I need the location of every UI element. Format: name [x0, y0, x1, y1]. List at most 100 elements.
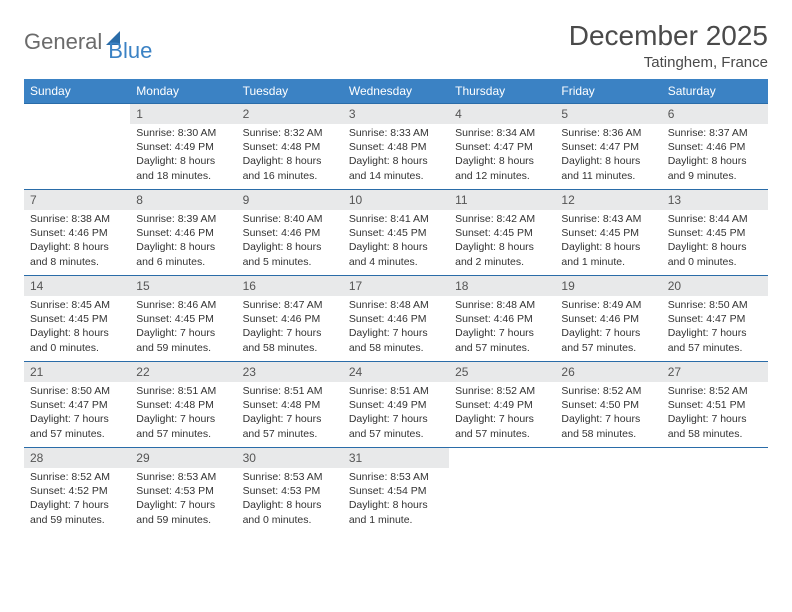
logo: General Blue: [24, 20, 152, 64]
calendar-day-cell: 2Sunrise: 8:32 AMSunset: 4:48 PMDaylight…: [237, 104, 343, 190]
day-number: 23: [237, 362, 343, 382]
day-info: Sunrise: 8:37 AMSunset: 4:46 PMDaylight:…: [662, 124, 768, 187]
logo-text-1: General: [24, 29, 102, 55]
weekday-header: Wednesday: [343, 79, 449, 104]
day-info: Sunrise: 8:53 AMSunset: 4:53 PMDaylight:…: [237, 468, 343, 531]
day-info: Sunrise: 8:50 AMSunset: 4:47 PMDaylight:…: [662, 296, 768, 359]
day-number: 2: [237, 104, 343, 124]
calendar-day-cell: 10Sunrise: 8:41 AMSunset: 4:45 PMDayligh…: [343, 190, 449, 276]
calendar-day-cell: 27Sunrise: 8:52 AMSunset: 4:51 PMDayligh…: [662, 362, 768, 448]
day-info: Sunrise: 8:52 AMSunset: 4:49 PMDaylight:…: [449, 382, 555, 445]
day-number: 14: [24, 276, 130, 296]
day-info: Sunrise: 8:52 AMSunset: 4:50 PMDaylight:…: [555, 382, 661, 445]
day-number: 9: [237, 190, 343, 210]
day-number: 6: [662, 104, 768, 124]
calendar-day-cell: 7Sunrise: 8:38 AMSunset: 4:46 PMDaylight…: [24, 190, 130, 276]
calendar-day-cell: 3Sunrise: 8:33 AMSunset: 4:48 PMDaylight…: [343, 104, 449, 190]
day-info: Sunrise: 8:51 AMSunset: 4:48 PMDaylight:…: [130, 382, 236, 445]
calendar-day-cell: [555, 448, 661, 534]
location-label: Tatinghem, France: [569, 54, 768, 71]
day-info: Sunrise: 8:43 AMSunset: 4:45 PMDaylight:…: [555, 210, 661, 273]
calendar-day-cell: 1Sunrise: 8:30 AMSunset: 4:49 PMDaylight…: [130, 104, 236, 190]
day-number: 8: [130, 190, 236, 210]
calendar-day-cell: 18Sunrise: 8:48 AMSunset: 4:46 PMDayligh…: [449, 276, 555, 362]
day-info: Sunrise: 8:51 AMSunset: 4:49 PMDaylight:…: [343, 382, 449, 445]
calendar-day-cell: 16Sunrise: 8:47 AMSunset: 4:46 PMDayligh…: [237, 276, 343, 362]
day-info: Sunrise: 8:52 AMSunset: 4:52 PMDaylight:…: [24, 468, 130, 531]
calendar-day-cell: 8Sunrise: 8:39 AMSunset: 4:46 PMDaylight…: [130, 190, 236, 276]
weekday-header: Monday: [130, 79, 236, 104]
day-number: 25: [449, 362, 555, 382]
calendar-day-cell: 17Sunrise: 8:48 AMSunset: 4:46 PMDayligh…: [343, 276, 449, 362]
calendar-week-row: 21Sunrise: 8:50 AMSunset: 4:47 PMDayligh…: [24, 362, 768, 448]
day-info: Sunrise: 8:32 AMSunset: 4:48 PMDaylight:…: [237, 124, 343, 187]
calendar-day-cell: 22Sunrise: 8:51 AMSunset: 4:48 PMDayligh…: [130, 362, 236, 448]
calendar-day-cell: [662, 448, 768, 534]
day-number: 20: [662, 276, 768, 296]
calendar-day-cell: 12Sunrise: 8:43 AMSunset: 4:45 PMDayligh…: [555, 190, 661, 276]
day-info: Sunrise: 8:49 AMSunset: 4:46 PMDaylight:…: [555, 296, 661, 359]
calendar-day-cell: 21Sunrise: 8:50 AMSunset: 4:47 PMDayligh…: [24, 362, 130, 448]
day-number: 26: [555, 362, 661, 382]
day-number: 16: [237, 276, 343, 296]
day-info: Sunrise: 8:46 AMSunset: 4:45 PMDaylight:…: [130, 296, 236, 359]
day-info: Sunrise: 8:39 AMSunset: 4:46 PMDaylight:…: [130, 210, 236, 273]
calendar-day-cell: 9Sunrise: 8:40 AMSunset: 4:46 PMDaylight…: [237, 190, 343, 276]
day-number: 11: [449, 190, 555, 210]
day-number: 30: [237, 448, 343, 468]
weekday-header: Tuesday: [237, 79, 343, 104]
day-number: 18: [449, 276, 555, 296]
calendar-week-row: 28Sunrise: 8:52 AMSunset: 4:52 PMDayligh…: [24, 448, 768, 534]
day-info: Sunrise: 8:40 AMSunset: 4:46 PMDaylight:…: [237, 210, 343, 273]
calendar-week-row: 1Sunrise: 8:30 AMSunset: 4:49 PMDaylight…: [24, 104, 768, 190]
calendar-week-row: 7Sunrise: 8:38 AMSunset: 4:46 PMDaylight…: [24, 190, 768, 276]
calendar-day-cell: 31Sunrise: 8:53 AMSunset: 4:54 PMDayligh…: [343, 448, 449, 534]
day-number: 15: [130, 276, 236, 296]
day-info: Sunrise: 8:44 AMSunset: 4:45 PMDaylight:…: [662, 210, 768, 273]
day-number: 13: [662, 190, 768, 210]
day-number: 1: [130, 104, 236, 124]
day-number: 28: [24, 448, 130, 468]
day-info: Sunrise: 8:34 AMSunset: 4:47 PMDaylight:…: [449, 124, 555, 187]
calendar-day-cell: 6Sunrise: 8:37 AMSunset: 4:46 PMDaylight…: [662, 104, 768, 190]
calendar-table: SundayMondayTuesdayWednesdayThursdayFrid…: [24, 79, 768, 534]
weekday-header: Friday: [555, 79, 661, 104]
calendar-day-cell: 19Sunrise: 8:49 AMSunset: 4:46 PMDayligh…: [555, 276, 661, 362]
day-number: 21: [24, 362, 130, 382]
calendar-day-cell: 11Sunrise: 8:42 AMSunset: 4:45 PMDayligh…: [449, 190, 555, 276]
day-number: 7: [24, 190, 130, 210]
weekday-header: Saturday: [662, 79, 768, 104]
day-info: Sunrise: 8:53 AMSunset: 4:54 PMDaylight:…: [343, 468, 449, 531]
day-number: 17: [343, 276, 449, 296]
day-number: 22: [130, 362, 236, 382]
day-info: Sunrise: 8:45 AMSunset: 4:45 PMDaylight:…: [24, 296, 130, 359]
calendar-day-cell: 5Sunrise: 8:36 AMSunset: 4:47 PMDaylight…: [555, 104, 661, 190]
day-info: Sunrise: 8:36 AMSunset: 4:47 PMDaylight:…: [555, 124, 661, 187]
title-block: December 2025 Tatinghem, France: [569, 20, 768, 71]
calendar-day-cell: 28Sunrise: 8:52 AMSunset: 4:52 PMDayligh…: [24, 448, 130, 534]
day-info: Sunrise: 8:50 AMSunset: 4:47 PMDaylight:…: [24, 382, 130, 445]
day-info: Sunrise: 8:41 AMSunset: 4:45 PMDaylight:…: [343, 210, 449, 273]
day-number: 5: [555, 104, 661, 124]
day-number: 4: [449, 104, 555, 124]
calendar-day-cell: [24, 104, 130, 190]
day-number: 19: [555, 276, 661, 296]
calendar-day-cell: 4Sunrise: 8:34 AMSunset: 4:47 PMDaylight…: [449, 104, 555, 190]
day-number: 27: [662, 362, 768, 382]
calendar-day-cell: 29Sunrise: 8:53 AMSunset: 4:53 PMDayligh…: [130, 448, 236, 534]
calendar-day-cell: 24Sunrise: 8:51 AMSunset: 4:49 PMDayligh…: [343, 362, 449, 448]
weekday-header: Thursday: [449, 79, 555, 104]
calendar-head: SundayMondayTuesdayWednesdayThursdayFrid…: [24, 79, 768, 104]
day-number: 29: [130, 448, 236, 468]
calendar-day-cell: 20Sunrise: 8:50 AMSunset: 4:47 PMDayligh…: [662, 276, 768, 362]
day-info: Sunrise: 8:48 AMSunset: 4:46 PMDaylight:…: [343, 296, 449, 359]
calendar-day-cell: 14Sunrise: 8:45 AMSunset: 4:45 PMDayligh…: [24, 276, 130, 362]
day-info: Sunrise: 8:33 AMSunset: 4:48 PMDaylight:…: [343, 124, 449, 187]
calendar-week-row: 14Sunrise: 8:45 AMSunset: 4:45 PMDayligh…: [24, 276, 768, 362]
day-number: 10: [343, 190, 449, 210]
calendar-day-cell: 30Sunrise: 8:53 AMSunset: 4:53 PMDayligh…: [237, 448, 343, 534]
day-number: 31: [343, 448, 449, 468]
page-title: December 2025: [569, 20, 768, 52]
day-info: Sunrise: 8:42 AMSunset: 4:45 PMDaylight:…: [449, 210, 555, 273]
logo-text-2: Blue: [108, 38, 152, 64]
